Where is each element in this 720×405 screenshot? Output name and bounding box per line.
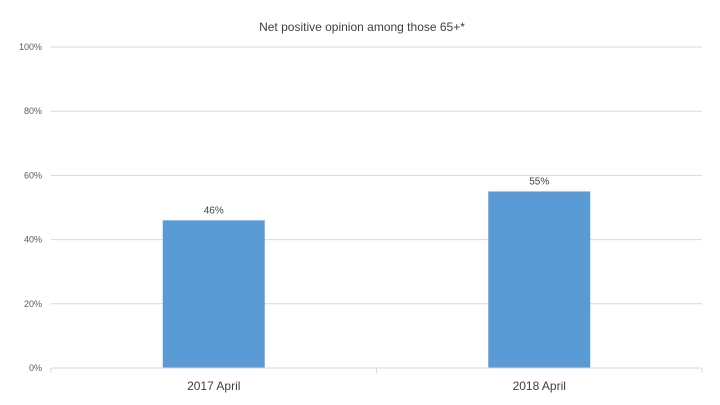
- x-axis-tick-labels: 2017 April 2018 April: [50, 368, 703, 393]
- chart-title: Net positive opinion among those 65+*: [259, 20, 465, 34]
- x-tick-label: 2017 April: [187, 379, 240, 393]
- data-label: 55%: [529, 176, 549, 187]
- y-tick-label: 80%: [24, 106, 42, 116]
- y-tick-label: 20%: [24, 299, 42, 309]
- bars: 46% 55%: [162, 176, 591, 368]
- y-axis-tick-labels: 0% 20% 40% 60% 80% 100%: [19, 42, 42, 373]
- gridlines: [51, 46, 702, 305]
- y-tick-label: 60%: [24, 170, 42, 180]
- y-tick-label: 0%: [29, 363, 42, 373]
- bar: [488, 191, 591, 368]
- bar: [162, 220, 265, 368]
- x-tick-label: 2018 April: [513, 379, 566, 393]
- y-tick-label: 40%: [24, 235, 42, 245]
- data-label: 46%: [204, 205, 224, 216]
- y-tick-label: 100%: [19, 42, 42, 52]
